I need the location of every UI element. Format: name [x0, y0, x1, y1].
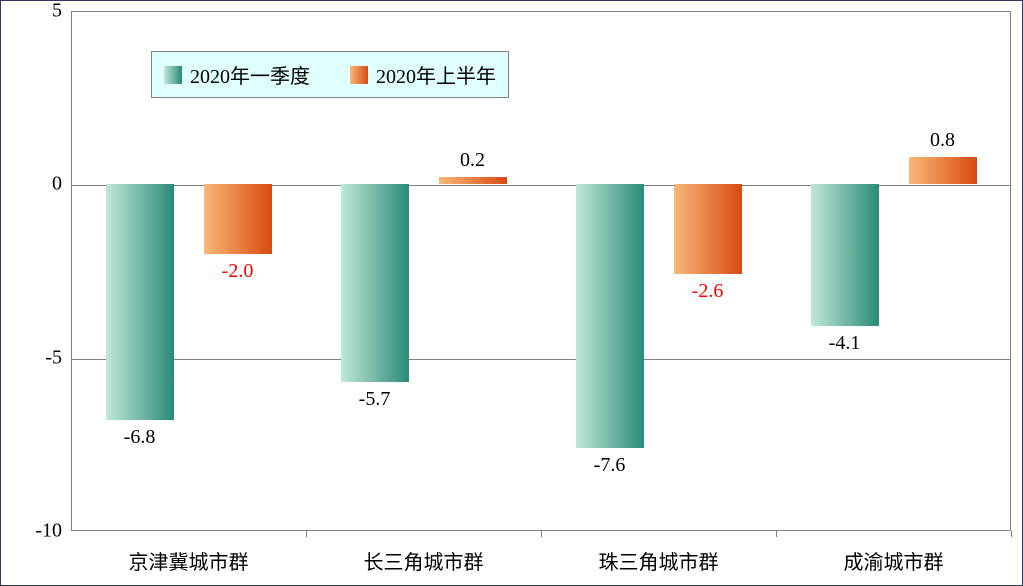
bar — [439, 177, 507, 184]
bar — [204, 184, 272, 253]
y-tick-label: -10 — [12, 520, 62, 543]
legend-label: 2020年一季度 — [190, 60, 310, 89]
gridline — [72, 359, 1010, 360]
data-label: -6.8 — [124, 426, 156, 449]
bar — [106, 184, 174, 420]
data-label: -5.7 — [359, 388, 391, 411]
data-label: 0.2 — [460, 149, 485, 172]
chart-container: 5 0 -5 -10 京津冀城市群 长三角城市群 珠三角城市群 成渝城市群 -6.8 -2.0… — [0, 0, 1023, 586]
y-tick-label: 5 — [12, 0, 62, 23]
data-label: -7.6 — [594, 454, 626, 477]
bar — [674, 184, 742, 274]
x-tick-mark — [776, 531, 777, 537]
data-label: -4.1 — [829, 332, 861, 355]
legend-item: 2020年一季度 — [164, 60, 310, 89]
bar — [909, 157, 977, 185]
legend-swatch — [164, 66, 182, 84]
data-label: -2.6 — [692, 280, 724, 303]
y-tick-label: -5 — [12, 346, 62, 369]
legend-item: 2020年上半年 — [350, 60, 496, 89]
x-tick-mark — [306, 531, 307, 537]
x-tick-label: 长三角城市群 — [364, 546, 484, 575]
data-label: -2.0 — [222, 260, 254, 283]
y-tick-label: 0 — [12, 173, 62, 196]
bar — [341, 184, 409, 382]
bar — [811, 184, 879, 326]
legend-label: 2020年上半年 — [376, 60, 496, 89]
x-tick-label: 京津冀城市群 — [129, 546, 249, 575]
x-tick-mark — [541, 531, 542, 537]
bar — [576, 184, 644, 447]
legend: 2020年一季度 2020年上半年 — [151, 51, 509, 98]
x-tick-mark — [1011, 531, 1012, 537]
x-tick-label: 珠三角城市群 — [599, 546, 719, 575]
x-tick-label: 成渝城市群 — [844, 546, 944, 575]
data-label: 0.8 — [930, 129, 955, 152]
legend-swatch — [350, 66, 368, 84]
